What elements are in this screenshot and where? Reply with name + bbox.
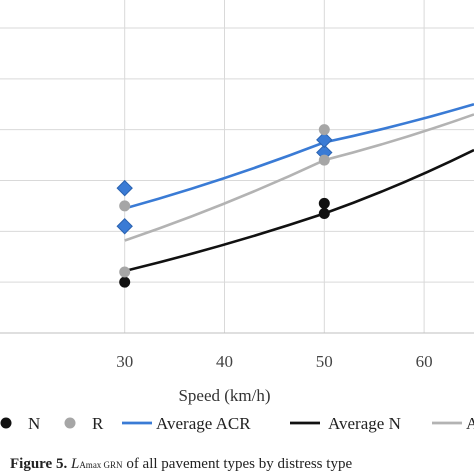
series-markers	[116, 124, 333, 288]
legend-label: N	[28, 414, 40, 433]
legend-label: R	[92, 414, 104, 433]
series-line	[124, 103, 474, 210]
series-line	[124, 148, 474, 273]
data-point-circle	[119, 266, 131, 278]
legend-label: Average N	[328, 414, 401, 433]
legend: N R Average ACR Average N A	[0, 414, 474, 433]
x-tick-label: 60	[416, 352, 433, 371]
legend-label: Average ACR	[156, 414, 251, 433]
grid-lines	[0, 0, 474, 333]
data-point-circle	[318, 208, 330, 220]
x-axis-label: Speed (km/h)	[178, 386, 270, 405]
x-tick-label: 50	[316, 352, 333, 371]
x-tick-label: 30	[116, 352, 133, 371]
data-point-circle	[318, 197, 330, 209]
legend-marker	[0, 417, 12, 429]
figure-caption: Figure 5. LAmax GRN of all pavement type…	[10, 456, 474, 473]
legend-label: A	[466, 414, 474, 433]
data-point-circle	[119, 200, 131, 212]
legend-marker	[64, 417, 76, 429]
data-point-circle	[318, 154, 330, 166]
x-axis: 30 40 50 60 Speed (km/h)	[0, 332, 474, 405]
x-tick-label: 40	[216, 352, 233, 371]
caption-subscript: Amax GRN	[79, 460, 123, 470]
data-point-diamond	[316, 131, 333, 149]
caption-text: of all pavement types by distress type	[122, 456, 353, 472]
x-tick-labels: 30 40 50 60	[116, 352, 432, 371]
data-point-circle	[119, 276, 131, 288]
caption-symbol: L	[70, 456, 80, 472]
data-point-diamond	[116, 179, 133, 197]
data-point-circle	[318, 124, 330, 136]
data-point-diamond	[116, 218, 133, 235]
caption-label: Figure 5.	[10, 456, 68, 472]
